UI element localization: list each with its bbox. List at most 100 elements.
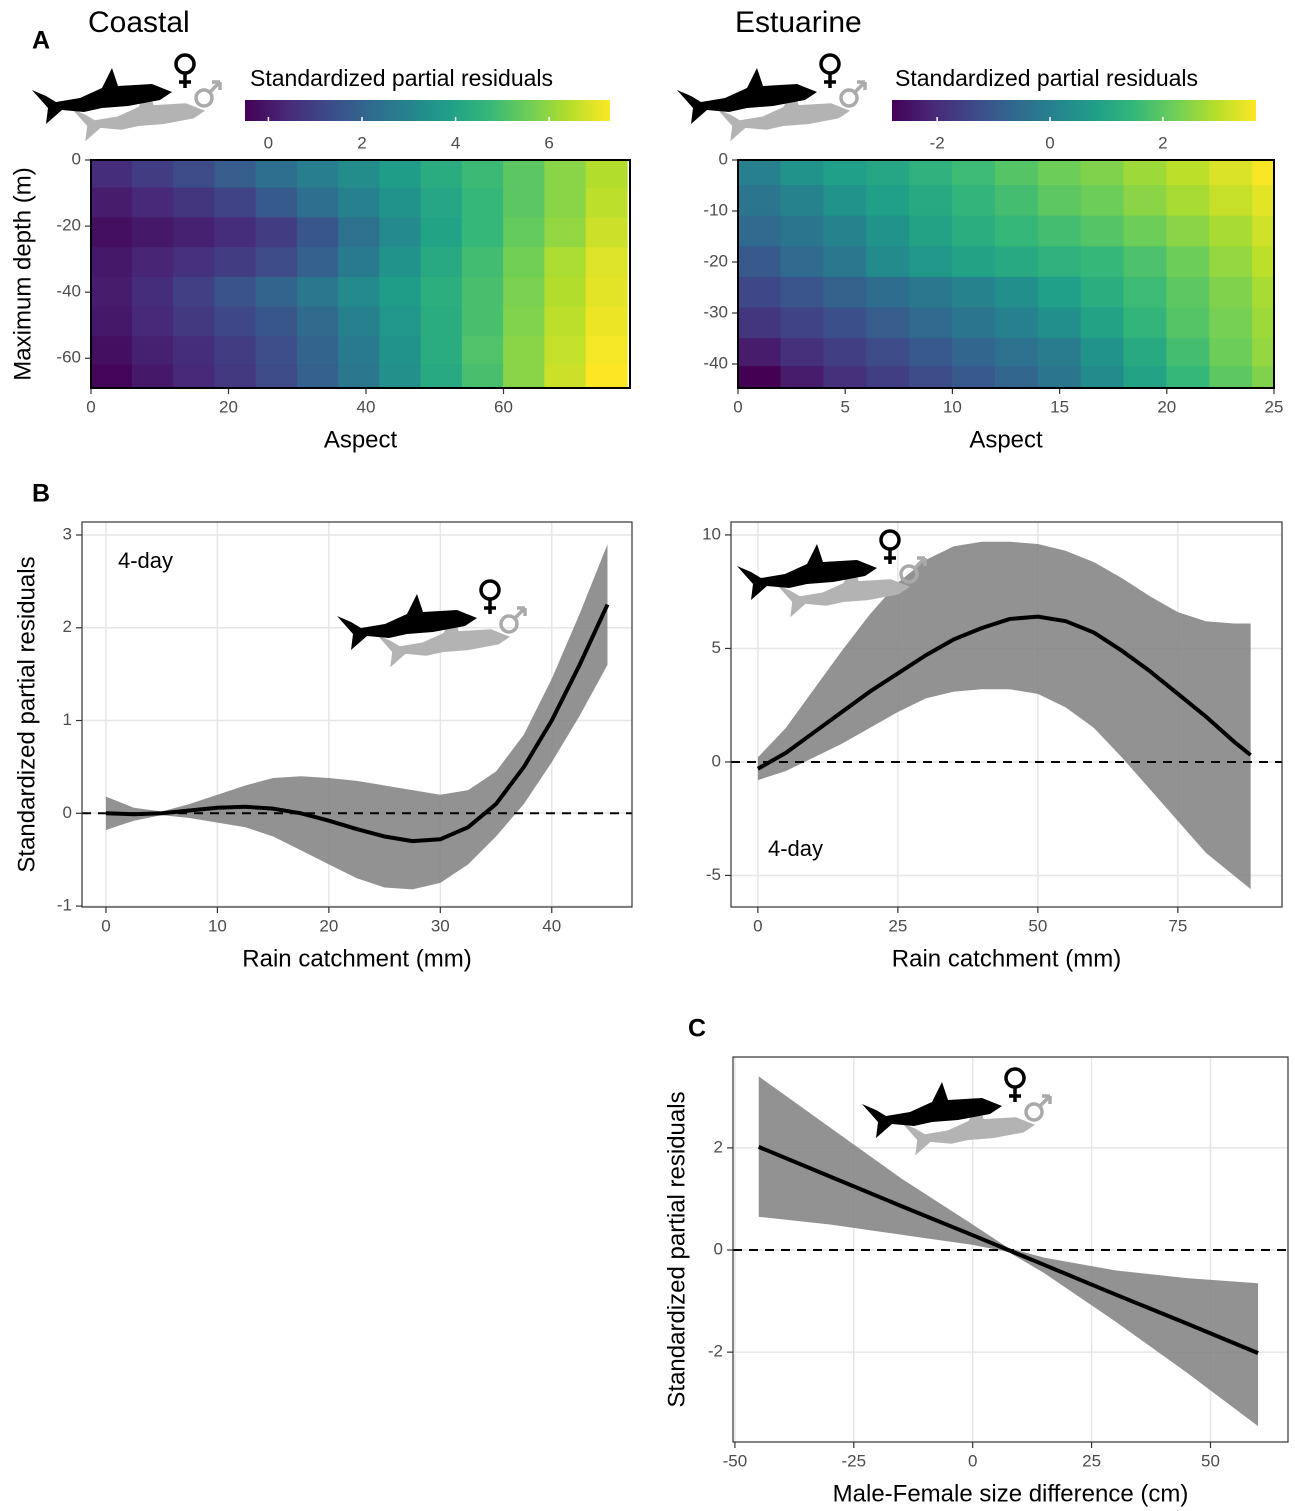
x-tick-label: 20 (319, 916, 338, 935)
heat-cell (214, 160, 257, 189)
y-tick-label: -60 (56, 348, 81, 367)
heat-cell (503, 217, 546, 248)
heat-cell (544, 247, 587, 278)
heat-cell (780, 307, 825, 339)
heat-cell (379, 306, 422, 338)
y-tick-label: 2 (63, 617, 72, 636)
heat-cell (1123, 185, 1168, 217)
shark-icon (675, 53, 867, 143)
heat-cell (296, 276, 339, 308)
heat-cell (91, 276, 133, 308)
heat-cell (461, 306, 504, 338)
heat-cell (909, 307, 953, 339)
heat-cell (1166, 307, 1211, 339)
heat-cell (255, 160, 298, 189)
heat-cell (952, 215, 996, 248)
heat-cell (909, 185, 953, 217)
heat-cell (738, 185, 782, 217)
heat-cell (1252, 276, 1274, 309)
heat-cell (823, 276, 868, 309)
heat-cell (461, 160, 504, 189)
heat-cell (338, 306, 381, 338)
heat-cell (91, 160, 133, 189)
heat-cell (461, 336, 504, 366)
heat-cell (1252, 185, 1274, 217)
shark-icon (30, 53, 222, 143)
x-tick-label: 50 (1028, 916, 1047, 935)
x-tick-label: 0 (101, 916, 110, 935)
heat-cell (296, 336, 339, 366)
heat-cell (296, 217, 339, 248)
x-tick-label: 0 (733, 397, 742, 416)
heat-cell (255, 217, 298, 248)
heat-cell (420, 306, 463, 338)
heat-cell (1166, 276, 1211, 309)
heat-cell (296, 247, 339, 278)
y-tick-label: 3 (63, 524, 72, 543)
y-tick-label: -20 (703, 251, 728, 270)
x-tick-label: 20 (1157, 397, 1176, 416)
panel-label: B (32, 480, 50, 508)
y-tick-label: 0 (712, 751, 721, 770)
heat-cell (994, 338, 1039, 367)
x-axis-label: Aspect (969, 426, 1043, 453)
heat-cell (544, 217, 587, 248)
heat-cell (1037, 215, 1082, 248)
heat-cell (131, 217, 174, 248)
heat-cell (866, 246, 910, 278)
heat-cell (131, 336, 174, 366)
heat-cell (585, 247, 628, 278)
plot-border (737, 159, 1275, 389)
heat-cell (420, 336, 463, 366)
heat-cell (780, 160, 825, 186)
heat-cell (866, 307, 910, 339)
heat-cell (1166, 215, 1211, 248)
y-tick-label: 10 (702, 524, 721, 543)
colorbar-tick-label: 2 (357, 133, 366, 152)
heat-cell (952, 338, 996, 367)
heat-cell (544, 187, 587, 219)
heat-cell (214, 336, 257, 366)
heat-cell (1166, 185, 1211, 217)
heat-cell (1080, 215, 1125, 248)
heat-cell (131, 247, 174, 278)
heat-cell (544, 306, 587, 338)
heat-cell (338, 187, 381, 219)
heat-cell (823, 215, 868, 248)
x-tick-label: 25 (1265, 397, 1284, 416)
heat-cell (420, 187, 463, 219)
heat-cell (1166, 246, 1211, 278)
heat-cell (1037, 338, 1082, 367)
heat-cell (780, 338, 825, 367)
heat-cell (379, 187, 422, 219)
heat-cell (1123, 338, 1168, 367)
y-axis-label: Maximum depth (m) (9, 167, 36, 380)
heat-cell (780, 185, 825, 217)
heat-cell (91, 247, 133, 278)
heat-cell (379, 217, 422, 248)
heat-cell (994, 215, 1039, 248)
heat-cell (131, 160, 174, 189)
y-tick-label: -2 (708, 1342, 723, 1361)
heat-cell (780, 215, 825, 248)
heat-cell (1209, 307, 1253, 339)
y-tick-label: 1 (63, 710, 72, 729)
heat-cell (866, 160, 910, 186)
x-tick-label: 20 (219, 397, 238, 416)
heat-cell (1252, 215, 1274, 248)
colorbar-label: Standardized partial residuals (895, 65, 1198, 91)
heat-cell (909, 338, 953, 367)
x-tick-label: 5 (840, 397, 849, 416)
heat-cell (1252, 366, 1274, 388)
heat-cell (503, 247, 546, 278)
heat-cell (1080, 185, 1125, 217)
heat-cell (255, 336, 298, 366)
y-tick-label: -20 (56, 216, 81, 235)
heat-cell (1080, 338, 1125, 367)
heat-cell (994, 307, 1039, 339)
heat-cell (503, 276, 546, 308)
x-tick-label: -25 (842, 1451, 867, 1470)
heat-cell (173, 160, 216, 189)
heat-cell (131, 187, 174, 219)
